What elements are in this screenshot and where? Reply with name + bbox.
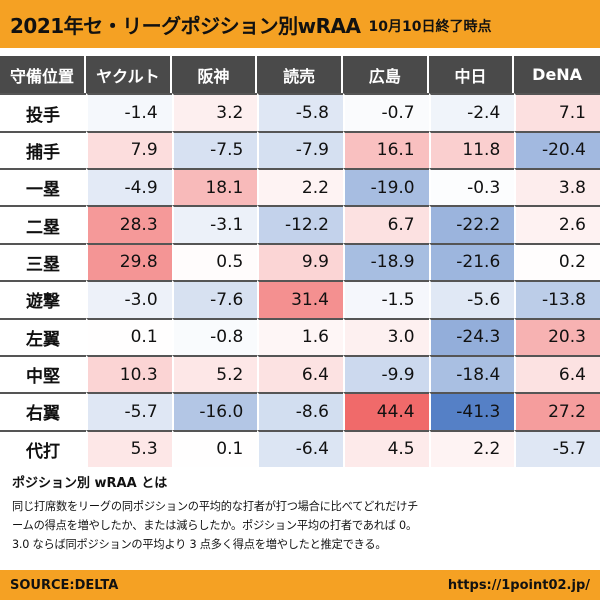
heatmap-cell: -5.8 (257, 93, 343, 131)
row-label-position: 中堅 (0, 354, 86, 393)
row-label-position: 右翼 (0, 392, 86, 430)
heatmap-cell: -3.0 (86, 280, 172, 318)
heatmap-cell: -16.0 (171, 392, 258, 430)
row-label-position: 二塁 (0, 205, 86, 243)
heatmap-cell: -12.2 (257, 205, 343, 243)
heatmap-cell: -5.7 (86, 392, 172, 430)
heatmap-cell: 7.9 (86, 130, 172, 169)
heatmap-cell: 2.6 (514, 205, 600, 243)
heatmap-cell: -7.9 (257, 130, 343, 169)
heatmap-cell: -0.8 (171, 317, 258, 355)
heatmap-cell: 5.2 (171, 354, 258, 393)
heatmap-cell: -6.4 (257, 429, 343, 467)
heatmap-cell: 2.2 (257, 168, 343, 206)
heatmap-cell: -0.3 (428, 168, 515, 206)
heatmap-cell: 0.1 (171, 429, 258, 467)
row-label-position: 三塁 (0, 242, 86, 281)
heatmap-cell: 20.3 (514, 317, 600, 355)
column-header-team: ヤクルト (86, 56, 172, 94)
heatmap-cell: 16.1 (342, 130, 429, 169)
heatmap-cell: -20.4 (514, 130, 600, 169)
heatmap-cell: 0.2 (514, 242, 600, 281)
heatmap-cell: -1.4 (86, 93, 172, 131)
column-header-position: 守備位置 (0, 56, 86, 94)
heatmap-cell: 6.4 (257, 354, 343, 393)
heatmap-cell: 0.5 (171, 242, 258, 281)
heatmap-cell: -7.6 (171, 280, 258, 318)
note-title: ポジション別 wRAA とは (12, 476, 168, 491)
row-label-position: 一塁 (0, 168, 86, 206)
heatmap-cell: -19.0 (342, 168, 429, 206)
heatmap-cell: -8.6 (257, 392, 343, 430)
row-label-position: 投手 (0, 93, 86, 131)
heatmap-cell: -0.7 (342, 93, 429, 131)
row-label-position: 捕手 (0, 130, 86, 169)
heatmap-cell: 4.5 (342, 429, 429, 467)
heatmap-cell: 3.2 (171, 93, 258, 131)
heatmap-cell: -9.9 (342, 354, 429, 393)
heatmap-cell: -7.5 (171, 130, 258, 169)
heatmap-cell: 3.8 (514, 168, 600, 206)
heatmap-cell: -5.6 (428, 280, 515, 318)
heatmap-cell: -41.3 (428, 392, 515, 430)
column-header-team: DeNA (514, 56, 600, 94)
heatmap-cell: 0.1 (86, 317, 172, 355)
row-label-position: 代打 (0, 429, 86, 467)
heatmap-cell: 10.3 (86, 354, 172, 393)
source-url[interactable]: https://1point02.jp/ (447, 577, 590, 593)
heatmap-cell: -21.6 (428, 242, 515, 281)
heatmap-cell: -2.4 (428, 93, 515, 131)
heatmap-cell: -24.3 (428, 317, 515, 355)
heatmap-cell: 7.1 (514, 93, 600, 131)
heatmap-cell: 6.4 (514, 354, 600, 393)
column-header-team: 読売 (257, 56, 343, 94)
heatmap-cell: -5.7 (514, 429, 600, 467)
heatmap-cell: 5.3 (86, 429, 172, 467)
column-header-team: 広島 (342, 56, 429, 94)
heatmap-cell: 18.1 (171, 168, 258, 206)
column-header-team: 中日 (428, 56, 515, 94)
heatmap-cell: -22.2 (428, 205, 515, 243)
heatmap-cell: 27.2 (514, 392, 600, 430)
note-line: ームの得点を増やしたか、または減らしたか。ポジション平均の打者であれば 0。 (12, 519, 417, 532)
heatmap-cell: 11.8 (428, 130, 515, 169)
source-label: SOURCE:DELTA (10, 577, 119, 593)
heatmap-cell: 29.8 (86, 242, 172, 281)
note-body: 同じ打席数をリーグの同ポジションの平均的な打者が打つ場合に比べてどれだけチ ーム… (12, 497, 592, 554)
note-line: 3.0 ならば同ポジションの平均より 3 点多く得点を増やしたと推定できる。 (12, 538, 387, 551)
row-label-position: 左翼 (0, 317, 86, 355)
heatmap-cell: 31.4 (257, 280, 343, 318)
page-subtitle: 10月10日終了時点 (368, 18, 492, 35)
note-line: 同じ打席数をリーグの同ポジションの平均的な打者が打つ場合に比べてどれだけチ (12, 500, 419, 513)
heatmap-cell: -3.1 (171, 205, 258, 243)
heatmap-cell: -18.4 (428, 354, 515, 393)
heatmap-cell: -4.9 (86, 168, 172, 206)
heatmap-cell: 28.3 (86, 205, 172, 243)
row-label-position: 遊撃 (0, 280, 86, 318)
heatmap-cell: 9.9 (257, 242, 343, 281)
heatmap-cell: -13.8 (514, 280, 600, 318)
heatmap-cell: 1.6 (257, 317, 343, 355)
explanation-note: ポジション別 wRAA とは 同じ打席数をリーグの同ポジションの平均的な打者が打… (12, 472, 592, 554)
page-title: 2021年セ・リーグポジション別wRAA (10, 13, 361, 38)
heatmap-cell: 2.2 (428, 429, 515, 467)
heatmap-cell: 44.4 (342, 392, 429, 430)
heatmap-cell: -18.9 (342, 242, 429, 281)
footer-bar: SOURCE:DELTA https://1point02.jp/ (0, 570, 600, 600)
heatmap-cell: 3.0 (342, 317, 429, 355)
column-header-team: 阪神 (171, 56, 258, 94)
title-bar: 2021年セ・リーグポジション別wRAA 10月10日終了時点 (0, 0, 600, 48)
heatmap-cell: -1.5 (342, 280, 429, 318)
wraa-table: 守備位置 ヤクルト 阪神 読売 広島 中日 DeNA 投手 -1.4 3.2 -5.8 -0.7 -2.… (0, 56, 600, 467)
heatmap-cell: 6.7 (342, 205, 429, 243)
